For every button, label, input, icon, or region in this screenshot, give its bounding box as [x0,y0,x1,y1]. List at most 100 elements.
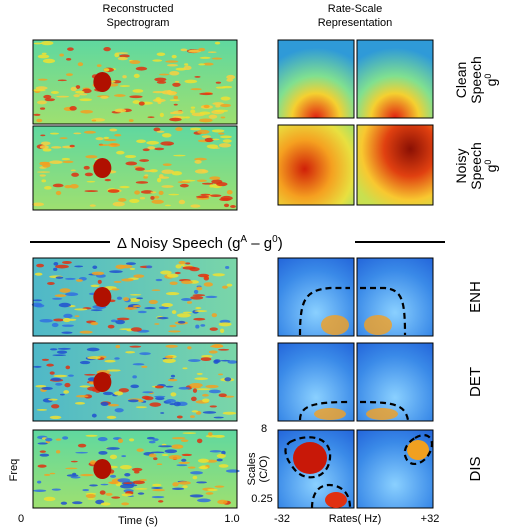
blob [222,286,228,289]
blob [62,261,72,264]
blob [149,454,157,458]
blob [180,48,187,51]
blob [37,101,47,105]
blob [153,438,159,441]
blob [101,502,111,505]
blob [225,266,229,269]
blob [215,110,229,112]
blob [168,194,179,196]
blob [168,144,172,146]
blob [154,396,165,398]
blob [52,298,62,300]
blob [152,484,162,487]
blob [214,359,221,362]
blob [114,134,121,137]
blob [33,490,46,492]
blob [158,445,172,447]
blob [219,464,229,468]
blob [196,481,207,483]
blob [53,262,58,266]
blob [115,320,125,324]
blob [130,385,139,389]
blob [40,145,49,149]
blob [159,191,164,195]
blob [87,348,100,352]
blob [190,109,195,113]
blob [202,135,211,138]
blob [40,454,50,457]
spectrogram [33,40,237,124]
blob [218,133,224,135]
panels [32,40,433,508]
blob [34,114,41,116]
blob [152,489,165,491]
row-label: Speech [468,56,484,103]
blob [60,394,65,396]
blob [63,314,72,318]
blob [156,279,163,281]
blob [182,367,187,369]
blob [138,492,144,494]
blob [56,439,62,441]
row-label: g0 [483,74,499,87]
blob [205,138,214,142]
blob [53,184,64,188]
condition: DIS [467,456,484,481]
hot [314,408,346,420]
blob [178,387,190,390]
blob [179,200,185,204]
blob [218,373,223,375]
right-title: Rate-Scale [328,3,382,15]
blob [93,72,111,92]
blob [157,81,166,84]
blob [141,366,147,368]
blob [79,98,92,101]
blob [91,309,103,311]
blob [100,484,108,486]
blob [117,478,130,482]
blob [61,502,67,505]
blob [181,298,192,301]
blob [92,120,96,122]
blob [110,475,116,478]
blob [71,461,78,463]
blob [210,405,217,407]
blob [194,310,207,312]
blob [160,113,164,117]
blob [75,91,85,94]
blob [44,474,51,476]
blob [114,109,126,113]
blob [65,468,77,470]
blob [181,280,193,284]
blob [89,484,98,486]
blob [226,469,240,472]
blob [132,375,137,378]
blob [218,349,229,351]
blob [216,86,226,88]
hot [321,315,349,335]
part: – g [247,235,272,252]
blob [38,79,48,81]
blob [57,350,67,353]
blob [132,468,142,471]
blob [196,287,202,291]
blob [80,331,93,334]
blob [114,391,123,395]
blob [204,105,210,108]
blob [73,132,81,134]
blob [160,141,174,145]
blob [190,88,202,90]
blob [110,455,117,460]
blob [104,360,115,363]
blob [199,118,213,122]
blob [165,60,178,62]
blob [37,481,41,484]
blob [53,268,57,271]
blob [210,194,221,197]
blob [191,397,197,402]
blob [171,375,175,378]
blob [152,289,161,291]
blob [199,93,213,96]
blob [56,191,61,195]
blob [175,81,179,83]
